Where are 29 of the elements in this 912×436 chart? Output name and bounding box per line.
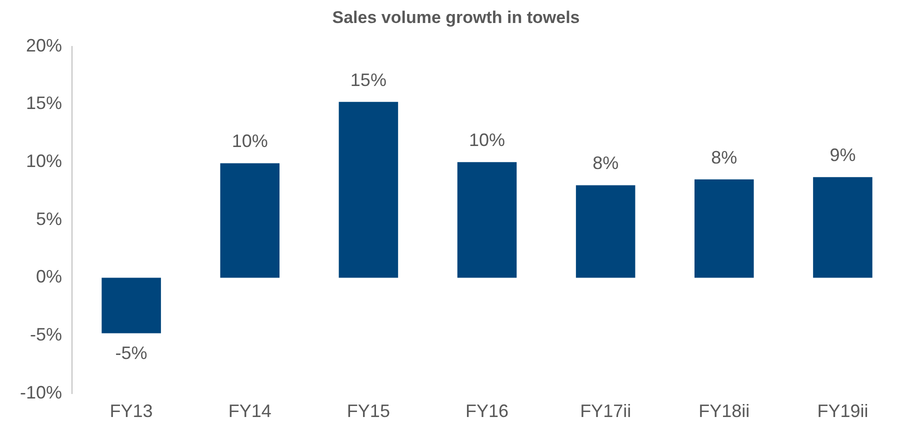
data-label: 8%	[711, 147, 738, 168]
data-label: 15%	[350, 70, 386, 90]
y-tick-label: 5%	[36, 208, 62, 229]
y-tick-label: -5%	[30, 324, 62, 345]
y-tick-label: 20%	[26, 35, 62, 56]
x-tick-label: FY18ii	[698, 401, 750, 422]
x-tick-label: FY14	[228, 401, 272, 422]
bar	[102, 278, 161, 334]
bar	[338, 102, 398, 278]
data-label: -5%	[115, 343, 148, 364]
data-label: 8%	[592, 153, 619, 174]
data-label: 10%	[468, 130, 506, 150]
bar	[813, 177, 872, 278]
bar	[457, 162, 517, 278]
x-tick-label: FY19ii	[817, 401, 868, 422]
y-tick-label: 10%	[26, 151, 62, 172]
x-tick-label: FY16	[465, 401, 509, 422]
x-tick-label: FY15	[346, 401, 390, 422]
y-tick-label: 0%	[36, 266, 62, 287]
data-label: 9%	[830, 145, 856, 166]
bar	[694, 179, 754, 278]
x-tick-label: FY17ii	[580, 401, 632, 422]
bar	[220, 163, 280, 278]
y-tick-label: -10%	[20, 382, 62, 402]
chart-title: Sales volume growth in towels	[332, 8, 580, 27]
x-tick-label: FY13	[110, 401, 153, 422]
y-tick-label: 15%	[26, 93, 62, 114]
data-label: 10%	[232, 131, 268, 152]
bar	[576, 185, 636, 278]
